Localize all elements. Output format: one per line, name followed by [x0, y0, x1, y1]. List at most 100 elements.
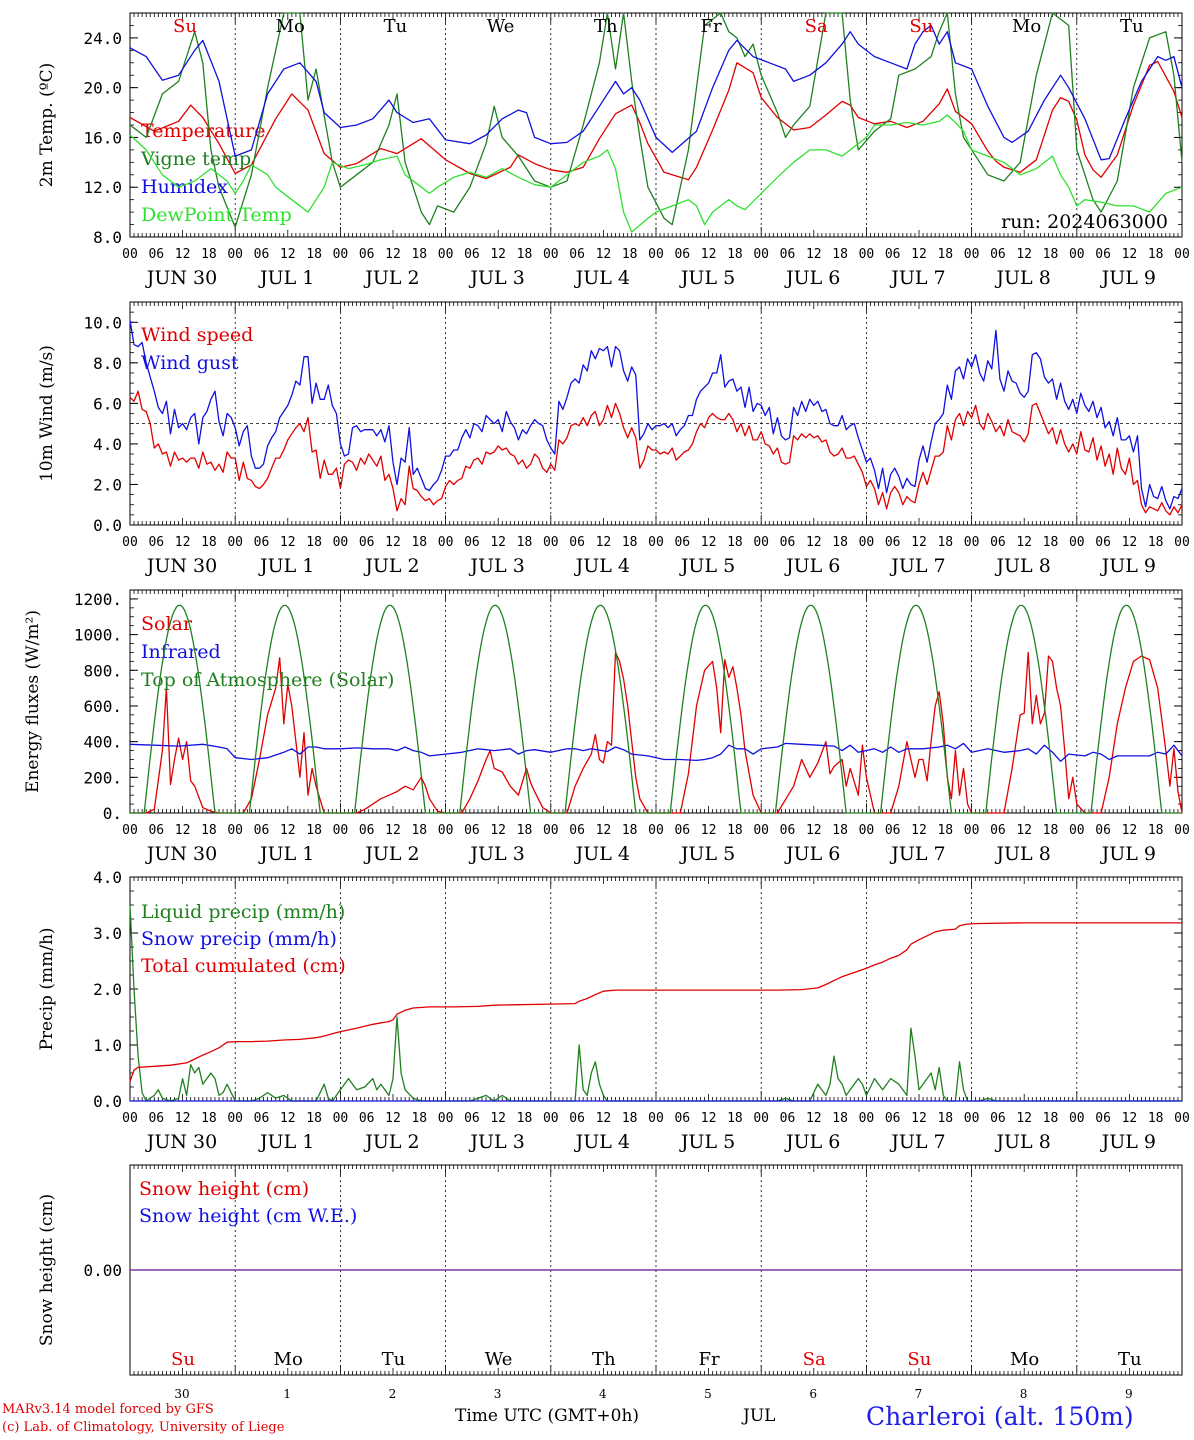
day-number-label: 9	[1125, 1387, 1133, 1401]
hour-tick-label: 00	[227, 1111, 243, 1126]
hour-tick-label: 06	[1095, 1111, 1111, 1126]
run-annotation: run: 2024063000	[1001, 211, 1168, 233]
hour-tick-label: 06	[359, 823, 375, 838]
hour-tick-label: 18	[937, 535, 953, 550]
day-number-label: 7	[915, 1387, 923, 1401]
hour-tick-label: 00	[648, 247, 664, 262]
hour-tick-label: 12	[490, 1111, 506, 1126]
hour-tick-label: 00	[648, 535, 664, 550]
date-label: JUN 30	[145, 843, 217, 865]
legend-entry: Humidex	[141, 176, 228, 198]
hour-tick-label: 12	[596, 823, 612, 838]
y-axis-label: Energy fluxes (W/m²)	[23, 610, 43, 793]
y-tick-label: 4.0	[93, 435, 122, 454]
legend-entry: Liquid precip (mm/h)	[141, 901, 345, 923]
date-label: JUL 1	[258, 555, 314, 577]
hour-tick-label: 18	[727, 1111, 743, 1126]
legend-entry: Temperature	[141, 120, 265, 142]
hour-tick-label: 12	[806, 535, 822, 550]
model-credit: MARv3.14 model forced by GFS	[2, 1402, 214, 1417]
series-line	[129, 320, 1183, 510]
day-number-label: 6	[809, 1387, 817, 1401]
date-label: JUN 30	[145, 555, 217, 577]
hour-tick-label: 00	[1174, 247, 1190, 262]
date-label: JUL 9	[1100, 843, 1156, 865]
day-of-week-label: We	[487, 16, 515, 37]
y-axis-label: Precip (mm/h)	[37, 927, 57, 1050]
hour-tick-label: 12	[596, 247, 612, 262]
hour-tick-label: 06	[464, 535, 480, 550]
date-label: JUL 9	[1100, 267, 1156, 289]
hour-tick-label: 12	[385, 247, 401, 262]
hour-tick-label: 06	[148, 247, 164, 262]
y-tick-label: 0.	[103, 804, 122, 823]
hour-tick-label: 06	[254, 535, 270, 550]
y-tick-label: 1000.	[74, 626, 122, 645]
hour-tick-label: 12	[806, 1111, 822, 1126]
legend-entry: Snow height (cm W.E.)	[139, 1205, 357, 1227]
hour-tick-label: 06	[569, 535, 585, 550]
series-line	[129, 24, 1183, 161]
day-of-week-label: Fr	[700, 16, 721, 37]
series-line	[129, 390, 1183, 516]
hour-tick-label: 00	[1174, 1111, 1190, 1126]
date-label: JUL 5	[679, 843, 735, 865]
hour-tick-label: 00	[1069, 247, 1085, 262]
date-label: JUL 9	[1100, 1131, 1156, 1153]
hour-tick-label: 18	[622, 1111, 638, 1126]
hour-tick-label: 12	[280, 247, 296, 262]
hour-tick-label: 06	[990, 247, 1006, 262]
hour-tick-label: 18	[832, 535, 848, 550]
date-label: JUL 1	[258, 1131, 314, 1153]
hour-tick-label: 06	[148, 823, 164, 838]
hour-tick-label: 06	[148, 1111, 164, 1126]
hour-tick-label: 00	[964, 247, 980, 262]
hour-tick-label: 00	[1069, 1111, 1085, 1126]
hour-tick-label: 18	[517, 247, 533, 262]
hour-tick-label: 06	[464, 247, 480, 262]
date-label: JUL 6	[784, 1131, 840, 1153]
hour-tick-label: 06	[359, 247, 375, 262]
day-of-week-label: Fr	[698, 1349, 719, 1370]
hour-tick-label: 18	[1148, 823, 1164, 838]
hour-tick-label: 00	[543, 823, 559, 838]
hour-tick-label: 06	[359, 535, 375, 550]
y-tick-label: 8.0	[93, 354, 122, 373]
series-line	[129, 922, 1182, 1082]
hour-tick-label: 00	[859, 1111, 875, 1126]
date-label: JUL 7	[889, 267, 945, 289]
hour-tick-label: 00	[1069, 535, 1085, 550]
hour-tick-label: 00	[122, 247, 138, 262]
hour-tick-label: 00	[227, 535, 243, 550]
hour-tick-label: 18	[411, 247, 427, 262]
hour-tick-label: 00	[1174, 535, 1190, 550]
hour-tick-label: 12	[490, 535, 506, 550]
hour-tick-label: 12	[701, 823, 717, 838]
y-tick-label: 200.	[83, 768, 122, 787]
hour-tick-label: 18	[622, 247, 638, 262]
legend-entry: Solar	[141, 613, 193, 635]
hour-tick-label: 00	[1174, 823, 1190, 838]
hour-tick-label: 06	[990, 535, 1006, 550]
date-label: JUL 2	[363, 843, 419, 865]
hour-tick-label: 00	[227, 247, 243, 262]
hour-tick-label: 18	[517, 823, 533, 838]
day-of-week-label: Su	[171, 1349, 195, 1370]
hour-tick-label: 18	[1148, 535, 1164, 550]
hour-tick-label: 00	[438, 535, 454, 550]
date-label: JUL 3	[468, 843, 524, 865]
day-of-week-label: Su	[173, 16, 197, 37]
hour-tick-label: 06	[780, 535, 796, 550]
hour-tick-label: 12	[911, 247, 927, 262]
date-label: JUL 3	[468, 555, 524, 577]
y-tick-label: 0.0	[93, 1092, 122, 1111]
y-tick-label: 20.0	[83, 79, 122, 98]
date-label: JUL 4	[574, 267, 630, 289]
hour-tick-label: 12	[1016, 535, 1032, 550]
legend-entry: Total cumulated (cm)	[141, 955, 346, 977]
hour-tick-label: 18	[1043, 247, 1059, 262]
hour-tick-label: 00	[753, 823, 769, 838]
hour-tick-label: 18	[201, 247, 217, 262]
hour-tick-label: 06	[674, 535, 690, 550]
